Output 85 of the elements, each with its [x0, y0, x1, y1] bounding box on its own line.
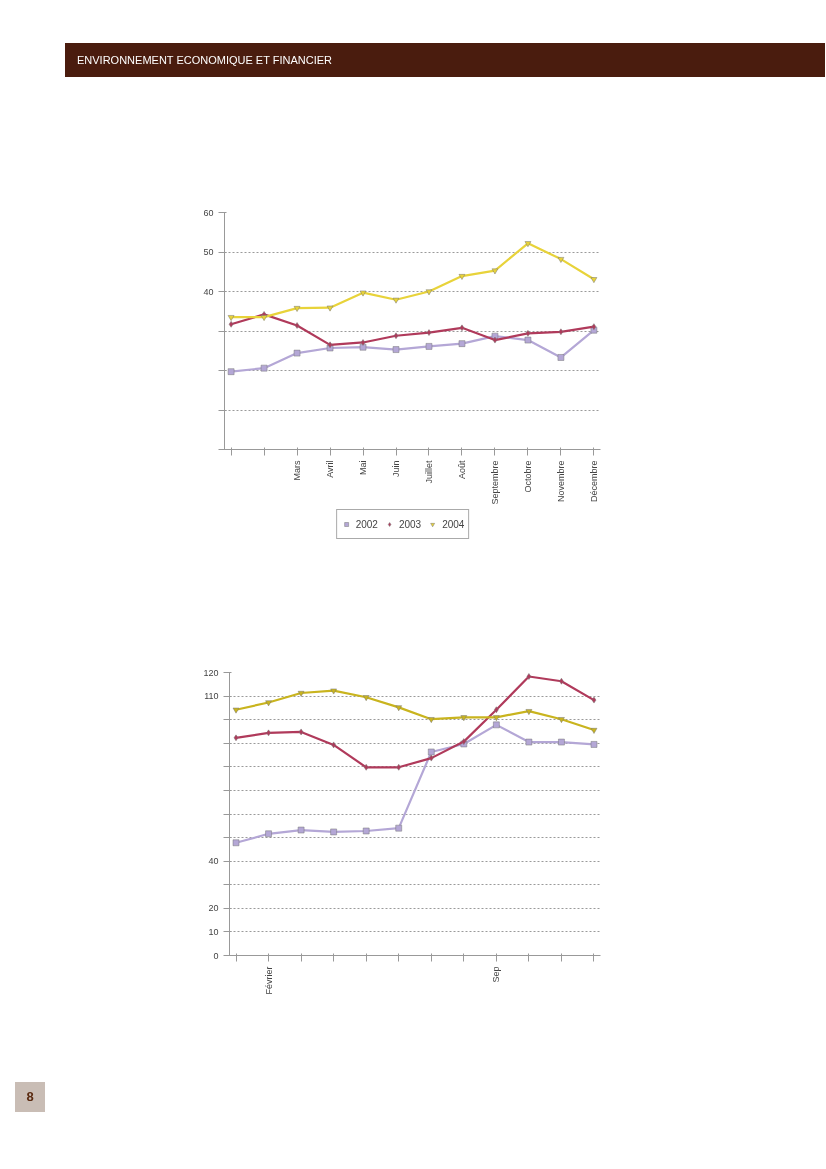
point	[297, 691, 305, 697]
point	[393, 332, 399, 339]
point	[526, 673, 532, 680]
x-tick-label: Décembre	[588, 460, 599, 503]
point	[326, 305, 334, 312]
point	[298, 728, 304, 736]
point	[458, 340, 466, 347]
point	[557, 257, 565, 263]
point	[557, 354, 565, 361]
point	[591, 696, 597, 704]
x-tick-label: Sep	[491, 966, 502, 983]
point	[428, 717, 435, 723]
x-tick-label: Septembre	[489, 460, 500, 505]
point	[330, 688, 337, 695]
point	[460, 715, 468, 722]
y-tick-label: 40	[208, 856, 219, 867]
point	[392, 297, 400, 304]
point	[591, 323, 597, 330]
legend-label: 2003	[398, 518, 422, 530]
y-tick-label: 60	[203, 207, 214, 218]
point	[362, 695, 370, 701]
point	[590, 728, 598, 734]
y-tick-label: 40	[203, 286, 214, 297]
x-tick-label: Novembre	[555, 460, 566, 503]
x-tick-label: Avril	[325, 460, 336, 478]
x-tick-label: Juillet	[423, 460, 434, 484]
point	[491, 268, 499, 275]
x-tick-label: Juin	[391, 460, 402, 478]
point	[524, 336, 532, 344]
point	[458, 274, 466, 280]
point	[293, 306, 301, 312]
point	[228, 321, 234, 328]
text: ENVIRONNEMENT ECONOMIQUE ET FINANCIER	[77, 53, 333, 68]
point	[330, 828, 337, 836]
point	[260, 315, 268, 321]
point	[294, 322, 300, 329]
point	[426, 329, 432, 336]
y-tick-label: 120	[203, 667, 219, 678]
point	[493, 721, 500, 729]
point	[227, 368, 235, 375]
point	[525, 738, 533, 746]
point	[227, 315, 235, 321]
point	[233, 734, 239, 742]
y-tick-label: 110	[204, 691, 219, 702]
point	[396, 764, 401, 771]
point	[425, 289, 433, 296]
point	[459, 324, 465, 332]
x-tick-label: Octobre	[522, 460, 533, 493]
point	[395, 705, 402, 712]
point	[293, 349, 301, 357]
point	[297, 826, 305, 834]
point	[493, 715, 500, 722]
point	[392, 346, 400, 353]
point	[428, 748, 435, 756]
point	[558, 328, 564, 336]
x-tick-label: Février	[263, 966, 274, 995]
point	[525, 330, 531, 337]
point	[265, 830, 272, 838]
point	[492, 336, 498, 344]
point	[232, 839, 240, 847]
point	[359, 290, 367, 297]
point	[590, 277, 598, 283]
point	[558, 717, 565, 723]
point	[590, 741, 598, 748]
point	[265, 700, 272, 707]
y-tick-label: 0	[213, 950, 219, 961]
y-tick-label: 10	[208, 926, 219, 937]
point	[558, 738, 565, 746]
x-tick-label: Août	[456, 460, 467, 480]
point	[524, 241, 532, 248]
point	[232, 707, 240, 714]
point	[363, 764, 369, 771]
legend-label: 2002	[355, 518, 378, 530]
x-tick-label: Mars	[292, 460, 303, 481]
text: 8	[26, 1088, 34, 1106]
point	[425, 343, 433, 350]
y-tick-label: 20	[208, 903, 219, 914]
x-tick-label: Mai	[358, 460, 369, 475]
point	[362, 827, 370, 835]
y-tick-label: 50	[203, 247, 214, 257]
point	[395, 824, 402, 832]
point	[260, 364, 268, 372]
point	[525, 709, 533, 715]
legend-label: 2004	[442, 518, 465, 530]
point	[360, 339, 366, 346]
